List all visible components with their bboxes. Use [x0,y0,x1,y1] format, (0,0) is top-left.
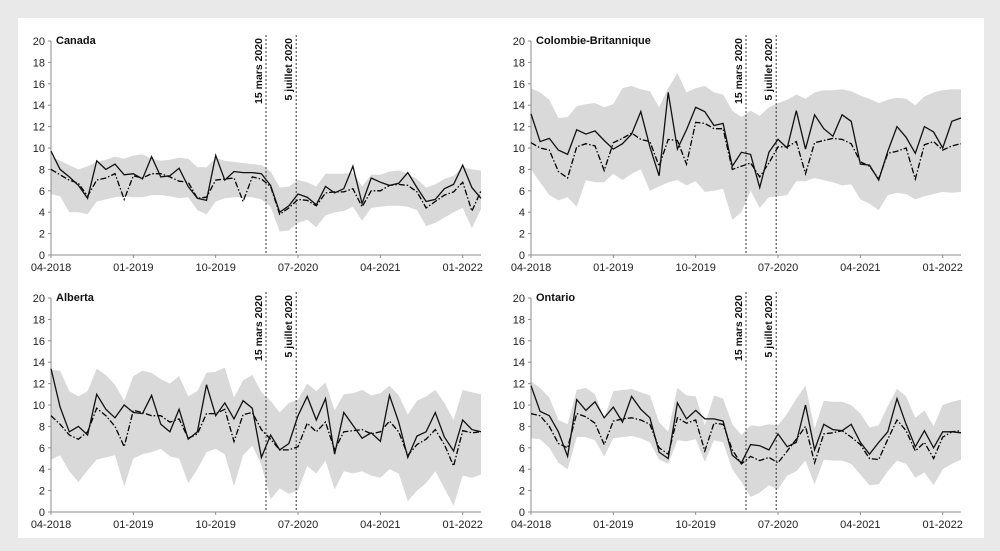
confidence-band [531,73,961,220]
y-tick-label: 2 [519,229,525,241]
y-tick-label: 20 [33,36,45,48]
x-tick-label: 01-2019 [593,519,633,531]
x-tick-label: 07-2020 [278,262,318,274]
y-tick-label: 8 [39,164,45,176]
y-tick-label: 20 [513,293,525,305]
y-tick-label: 12 [513,379,525,391]
x-tick-label: 04-2018 [31,519,71,531]
y-tick-label: 18 [33,57,45,69]
y-tick-label: 14 [33,100,45,112]
x-tick-label: 01-2022 [443,519,483,531]
y-tick-label: 2 [39,229,45,241]
event-label: 5 juillet 2020 [283,295,295,358]
panel-title: Colombie-Britannique [536,35,651,47]
event-label: 15 mars 2020 [253,295,265,361]
series-observed [530,92,962,191]
y-tick-label: 2 [519,486,525,498]
figure-frame: 0 2 4 6 8 10 12 14 16 18 20 04-2018 01-2019 10-2019 07… [18,18,984,538]
x-tick-label: 07-2020 [758,262,798,274]
confidence-band [531,381,961,497]
panel-alberta: 0 2 4 6 8 10 12 14 16 18 20 04-2018 01-2019 10-2019 07… [31,292,483,531]
y-tick-label: 8 [39,421,45,433]
panel-ontario: 0 2 4 6 8 10 12 14 16 18 20 04-2018 01-2019 10-2019 07… [511,292,963,531]
panel-colombie-britannique: 0 2 4 6 8 10 12 14 16 18 20 04-2018 01-2019 10-2019 07… [511,35,963,274]
y-tick-label: 0 [519,250,525,262]
x-tick-label: 04-2021 [840,262,880,274]
x-tick-label: 04-2021 [360,519,400,531]
x-tick-label: 01-2022 [923,519,963,531]
y-tick-label: 16 [33,336,45,348]
x-tick-label: 10-2019 [195,262,235,274]
y-tick-label: 6 [39,443,45,455]
series-observed [530,385,962,464]
panel-canada: 0 2 4 6 8 10 12 14 16 18 20 04-2018 01-2019 10-2019 07… [31,35,483,274]
event-label: 15 mars 2020 [733,38,745,104]
series-expected [530,412,962,466]
x-tick-label: 07-2020 [758,519,798,531]
series-observed [50,368,482,460]
y-tick-label: 20 [513,36,525,48]
event-label: 15 mars 2020 [733,295,745,361]
x-tick-label: 01-2019 [593,262,633,274]
y-tick-label: 16 [513,336,525,348]
series-expected [530,121,962,182]
y-tick-label: 0 [39,250,45,262]
x-tick-label: 04-2018 [511,519,551,531]
event-label: 5 juillet 2020 [763,295,775,358]
x-tick-label: 04-2018 [511,262,551,274]
y-tick-label: 14 [513,100,525,112]
y-tick-label: 4 [39,207,45,219]
event-label: 5 juillet 2020 [283,38,295,101]
event-label: 5 juillet 2020 [763,38,775,101]
event-label: 15 mars 2020 [253,38,265,104]
x-tick-label: 10-2019 [675,519,715,531]
y-tick-label: 18 [513,57,525,69]
panel-title: Alberta [56,292,95,304]
y-tick-label: 0 [39,507,45,519]
y-tick-label: 14 [33,357,45,369]
series-expected [50,168,482,216]
y-tick-label: 18 [513,314,525,326]
y-tick-label: 18 [33,314,45,326]
y-tick-label: 8 [519,164,525,176]
y-tick-label: 12 [513,122,525,134]
y-tick-label: 16 [33,79,45,91]
y-tick-label: 16 [513,79,525,91]
y-tick-label: 10 [33,400,45,412]
x-tick-label: 10-2019 [195,519,235,531]
x-tick-label: 01-2022 [443,262,483,274]
x-tick-label: 04-2018 [31,262,71,274]
y-tick-label: 10 [513,143,525,155]
x-tick-label: 01-2022 [923,262,963,274]
y-tick-label: 6 [39,186,45,198]
series-observed [50,150,482,214]
x-tick-label: 04-2021 [840,519,880,531]
panel-title: Canada [56,35,97,47]
y-tick-label: 12 [33,379,45,391]
y-tick-label: 20 [33,293,45,305]
x-tick-label: 07-2020 [278,519,318,531]
y-tick-label: 12 [33,122,45,134]
x-tick-label: 10-2019 [675,262,715,274]
y-tick-label: 0 [519,507,525,519]
y-tick-label: 6 [519,443,525,455]
panel-title: Ontario [536,292,575,304]
x-tick-label: 01-2019 [113,262,153,274]
y-tick-label: 8 [519,421,525,433]
x-tick-label: 01-2019 [113,519,153,531]
y-tick-label: 10 [33,143,45,155]
y-tick-label: 2 [39,486,45,498]
y-tick-label: 14 [513,357,525,369]
x-tick-label: 04-2021 [360,262,400,274]
y-tick-label: 10 [513,400,525,412]
y-tick-label: 4 [39,464,45,476]
y-tick-label: 6 [519,186,525,198]
y-tick-label: 4 [519,464,525,476]
y-tick-label: 4 [519,207,525,219]
